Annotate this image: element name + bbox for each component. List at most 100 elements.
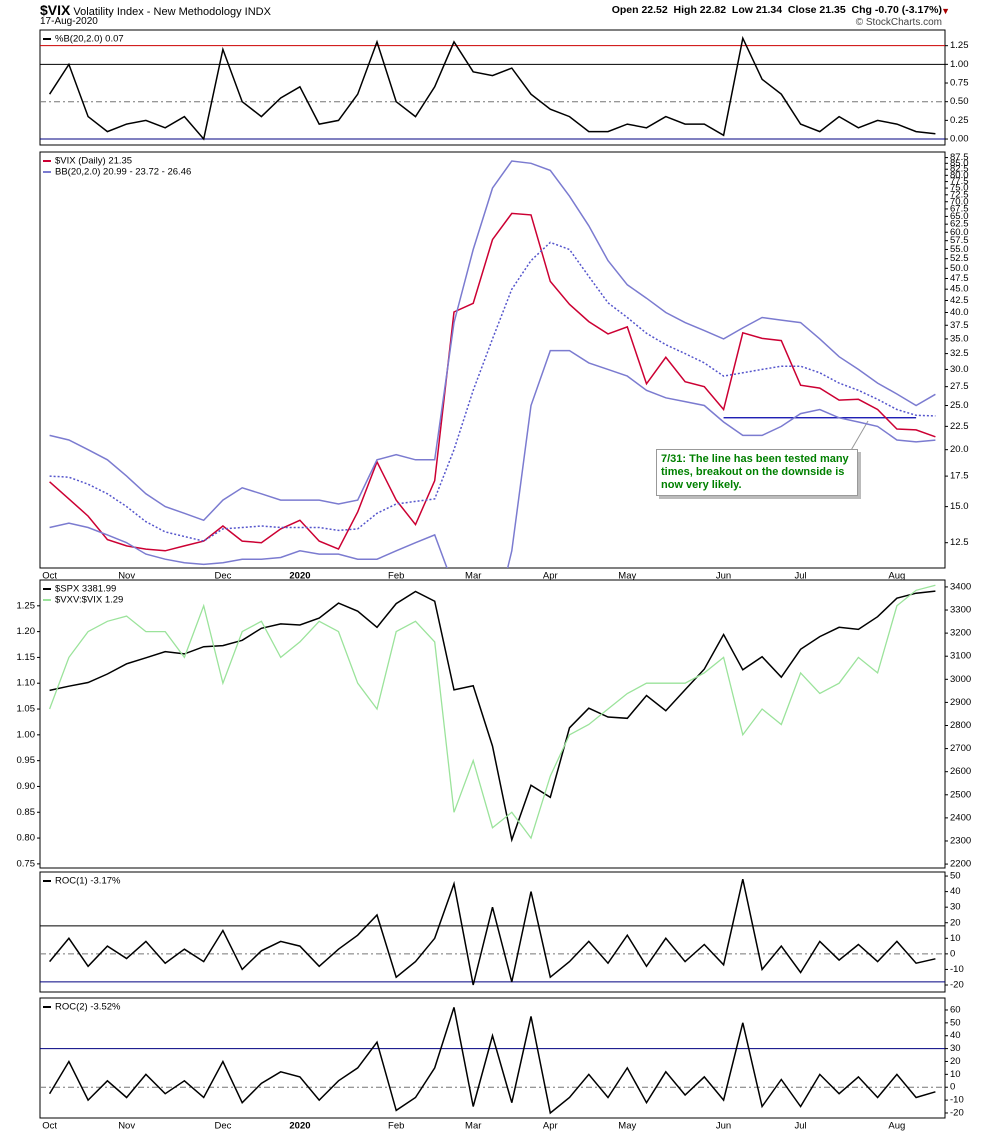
x-tick-label: Dec <box>214 571 231 582</box>
y2-tick-label: 0.75 <box>17 858 36 869</box>
y-tick-label: 12.5 <box>950 537 969 548</box>
y-tick-label: 85.0 <box>950 158 969 169</box>
exchange: INDX <box>244 6 271 18</box>
panel <box>39 871 946 993</box>
x-tick-label: Nov <box>118 1121 135 1132</box>
y-tick-label: 2200 <box>950 859 971 870</box>
series-line <box>49 212 936 552</box>
annotation-pointer <box>849 420 869 453</box>
panel <box>39 579 946 869</box>
credit: © StockCharts.com <box>855 17 942 28</box>
y-tick-label: 2800 <box>950 720 971 731</box>
y2-tick-label: 0.90 <box>17 781 36 792</box>
ohlc: Open 22.52 High 22.82 Low 21.34 Close 21… <box>611 4 942 16</box>
y-tick-label: 75.0 <box>950 183 969 194</box>
y2-tick-label: 0.85 <box>17 807 36 818</box>
x-tick-label: Nov <box>118 571 135 582</box>
y-tick-label: 32.5 <box>950 348 969 359</box>
series-line <box>49 879 936 986</box>
header-title: $VIX Volatility Index - New Methodology … <box>40 2 271 18</box>
y-tick-label: 40.0 <box>950 307 969 318</box>
y-tick-label: 20 <box>950 1056 961 1067</box>
y-tick-label: 82.5 <box>950 164 969 175</box>
y-tick-label: 25.0 <box>950 400 969 411</box>
y-tick-label: 50 <box>950 1017 961 1028</box>
y-tick-label: 45.0 <box>950 284 969 295</box>
y-tick-label: 17.5 <box>950 471 969 482</box>
y-tick-label: 72.5 <box>950 189 969 200</box>
legend-label: BB(20,2.0) 20.99 - 23.72 - 26.46 <box>55 167 191 178</box>
y-tick-label: -20 <box>950 1107 964 1118</box>
x-tick-label: Aug <box>888 571 905 582</box>
y-tick-label: 77.5 <box>950 176 969 187</box>
x-tick-label: Oct <box>42 571 57 582</box>
y-tick-label: 0 <box>950 948 955 959</box>
y-tick-label: 40 <box>950 1030 961 1041</box>
legend-label: ROC(1) -3.17% <box>55 876 121 887</box>
y-tick-label: 37.5 <box>950 320 969 331</box>
series-line <box>49 590 936 843</box>
x-tick-label: Apr <box>543 571 558 582</box>
y-tick-label: 70.0 <box>950 196 969 207</box>
series-line <box>49 241 936 542</box>
change-arrow: ▼ <box>941 6 950 16</box>
y-tick-label: 1.25 <box>950 40 969 51</box>
annotation: 7/31: The line has been tested many time… <box>656 449 858 496</box>
legend-label: $VXV:$VIX 1.29 <box>55 595 123 606</box>
y-tick-label: 60.0 <box>950 227 969 238</box>
date: 17-Aug-2020 <box>40 16 98 27</box>
y-tick-label: 0.75 <box>950 78 969 89</box>
y-tick-label: 30 <box>950 902 961 913</box>
y-tick-label: 0.50 <box>950 96 969 107</box>
series-line <box>48 1007 936 1115</box>
y-tick-label: 30 <box>950 1043 961 1054</box>
y-tick-label: 30.0 <box>950 364 969 375</box>
y-tick-label: 0.00 <box>950 134 969 145</box>
y-tick-label: 2700 <box>950 743 971 754</box>
legend-label: ROC(2) -3.52% <box>55 1002 121 1013</box>
y-tick-label: 80.0 <box>950 170 969 181</box>
panel <box>39 151 946 569</box>
x-tick-label: 2020 <box>289 1121 310 1132</box>
y-tick-label: 10 <box>950 1069 961 1080</box>
y-tick-label: 2600 <box>950 766 971 777</box>
y-tick-label: 2500 <box>950 789 971 800</box>
y-tick-label: 62.5 <box>950 219 969 230</box>
x-tick-label: Apr <box>543 1121 558 1132</box>
y-tick-label: 60 <box>950 1004 961 1015</box>
x-tick-label: Mar <box>465 1121 481 1132</box>
y-tick-label: 20 <box>950 917 961 928</box>
y-tick-label: 0.25 <box>950 115 969 126</box>
y-tick-label: 57.5 <box>950 235 969 246</box>
y2-tick-label: 1.00 <box>17 729 36 740</box>
y-tick-label: 3000 <box>950 674 971 685</box>
x-tick-label: Mar <box>465 571 481 582</box>
y-tick-label: 52.5 <box>950 253 969 264</box>
symbol: $VIX <box>40 2 71 18</box>
y-tick-label: 10 <box>950 933 961 944</box>
y2-tick-label: 0.80 <box>17 833 36 844</box>
y-tick-label: -10 <box>950 1095 964 1106</box>
x-tick-label: Feb <box>388 1121 404 1132</box>
x-tick-label: Oct <box>42 1121 57 1132</box>
y-tick-label: 3200 <box>950 628 971 639</box>
y2-tick-label: 0.95 <box>17 755 36 766</box>
y-tick-label: 2300 <box>950 835 971 846</box>
name: Volatility Index - New Methodology <box>73 6 242 18</box>
panel <box>39 997 946 1119</box>
x-tick-label: Jul <box>795 1121 807 1132</box>
x-tick-label: Jul <box>795 571 807 582</box>
y-tick-label: 35.0 <box>950 333 969 344</box>
x-tick-label: Feb <box>388 571 404 582</box>
y-tick-label: -20 <box>950 980 964 991</box>
y-tick-label: 47.5 <box>950 273 969 284</box>
y2-tick-label: 1.20 <box>17 626 36 637</box>
y-tick-label: 65.0 <box>950 211 969 222</box>
x-tick-label: Jun <box>716 1121 731 1132</box>
x-tick-label: 2020 <box>289 571 310 582</box>
panel <box>39 29 946 146</box>
y-tick-label: 20.0 <box>950 444 969 455</box>
y-tick-label: 55.0 <box>950 244 969 255</box>
